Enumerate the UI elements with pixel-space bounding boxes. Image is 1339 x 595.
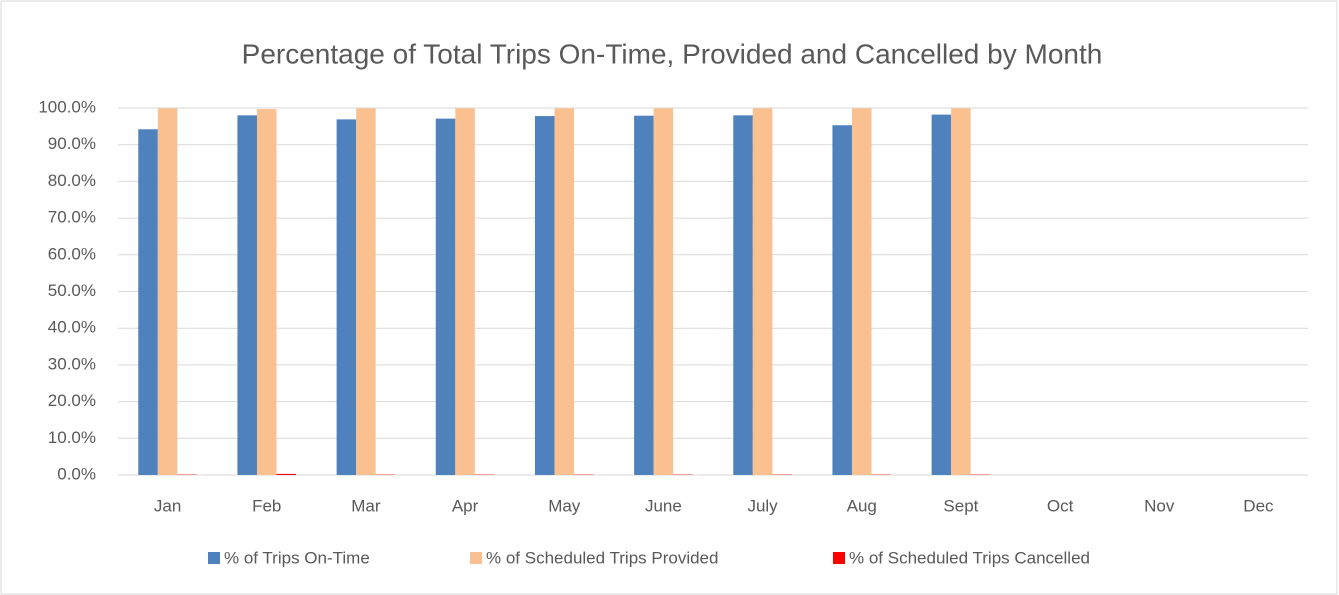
- x-tick-label: May: [548, 496, 581, 515]
- bar: [138, 129, 158, 475]
- x-tick-label: Sept: [943, 496, 978, 515]
- y-tick-label: 80.0%: [48, 171, 96, 190]
- legend-swatch: [470, 552, 482, 564]
- bar: [157, 108, 178, 475]
- bar: [931, 114, 952, 475]
- bar: [634, 115, 654, 475]
- chart-title: Percentage of Total Trips On-Time, Provi…: [242, 38, 1103, 69]
- x-tick-label: Dec: [1243, 496, 1274, 515]
- y-tick-label: 90.0%: [48, 134, 96, 153]
- x-tick-label: Jan: [154, 496, 181, 515]
- bar: [276, 473, 297, 475]
- bar: [256, 109, 277, 475]
- legend-swatch: [208, 552, 220, 564]
- bar: [237, 115, 257, 475]
- x-tick-label: June: [645, 496, 682, 515]
- x-tick-label: Nov: [1144, 496, 1175, 515]
- y-tick-label: 30.0%: [48, 354, 96, 373]
- x-tick-label: Apr: [452, 496, 479, 515]
- bar: [455, 108, 475, 475]
- y-tick-label: 40.0%: [48, 318, 96, 337]
- bar: [752, 108, 773, 475]
- x-tick-label: Aug: [847, 496, 877, 515]
- x-tick-label: Mar: [351, 496, 381, 515]
- legend-label: % of Scheduled Trips Provided: [486, 548, 718, 567]
- y-tick-label: 50.0%: [48, 281, 96, 300]
- y-tick-label: 60.0%: [48, 244, 96, 263]
- legend-label: % of Scheduled Trips Cancelled: [849, 548, 1090, 567]
- bar: [653, 108, 674, 475]
- bar: [951, 108, 971, 475]
- x-tick-label: July: [747, 496, 778, 515]
- bar: [554, 108, 575, 475]
- x-tick-label: Feb: [252, 496, 281, 515]
- x-tick-label: Oct: [1047, 496, 1074, 515]
- bar: [733, 115, 753, 475]
- bar: [435, 118, 456, 475]
- y-tick-label: 0.0%: [57, 464, 96, 483]
- y-tick-label: 10.0%: [48, 428, 96, 447]
- bar: [534, 116, 555, 475]
- bar: [851, 108, 872, 475]
- legend-label: % of Trips On-Time: [224, 548, 370, 567]
- y-tick-label: 20.0%: [48, 391, 96, 410]
- legend-swatch: [833, 552, 845, 564]
- bar: [832, 125, 852, 476]
- y-tick-label: 70.0%: [48, 208, 96, 227]
- bar: [356, 108, 376, 475]
- y-tick-label: 100.0%: [38, 97, 96, 116]
- bar: [336, 119, 357, 475]
